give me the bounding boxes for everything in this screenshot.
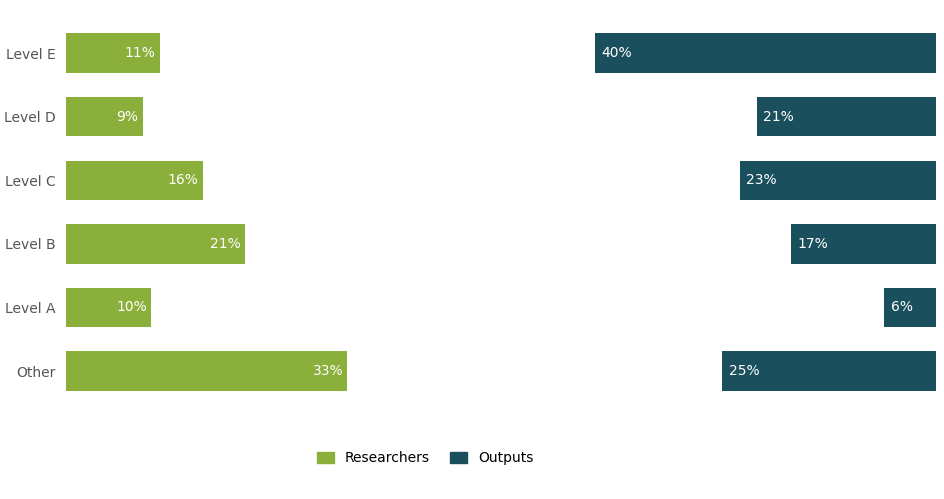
Bar bbox=[66, 351, 347, 391]
Bar bbox=[66, 161, 202, 200]
Text: 21%: 21% bbox=[210, 237, 241, 251]
Text: 25%: 25% bbox=[729, 364, 759, 378]
Text: 9%: 9% bbox=[116, 110, 139, 124]
Legend: Researchers, Outputs: Researchers, Outputs bbox=[310, 444, 540, 472]
Text: 33%: 33% bbox=[312, 364, 343, 378]
Text: 10%: 10% bbox=[116, 300, 147, 314]
Bar bbox=[884, 288, 935, 327]
Bar bbox=[790, 224, 935, 263]
Text: 11%: 11% bbox=[125, 46, 156, 60]
Bar bbox=[66, 224, 244, 263]
Bar bbox=[756, 97, 935, 136]
Text: 21%: 21% bbox=[763, 110, 793, 124]
Bar bbox=[66, 33, 160, 73]
Bar bbox=[722, 351, 935, 391]
Text: 40%: 40% bbox=[600, 46, 632, 60]
Text: 16%: 16% bbox=[167, 173, 198, 187]
Bar bbox=[594, 33, 935, 73]
Bar bbox=[739, 161, 935, 200]
Text: 6%: 6% bbox=[890, 300, 912, 314]
Text: 17%: 17% bbox=[797, 237, 827, 251]
Text: 23%: 23% bbox=[746, 173, 776, 187]
Bar bbox=[66, 288, 151, 327]
Bar bbox=[66, 97, 143, 136]
